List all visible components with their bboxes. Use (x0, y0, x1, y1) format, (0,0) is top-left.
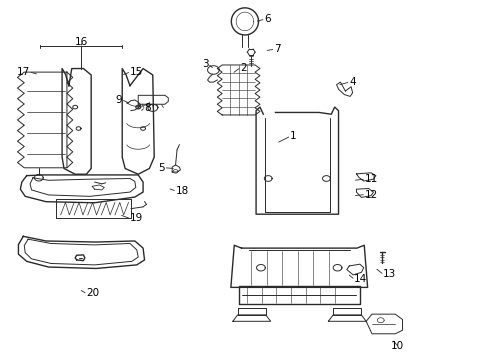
Text: 9: 9 (115, 95, 122, 105)
Text: 14: 14 (353, 274, 366, 284)
Text: 4: 4 (348, 77, 355, 87)
Text: 20: 20 (86, 288, 99, 298)
Text: 19: 19 (130, 213, 143, 223)
Text: 8: 8 (144, 103, 151, 113)
Text: 10: 10 (390, 341, 404, 351)
Text: 1: 1 (289, 131, 296, 141)
Text: 2: 2 (240, 63, 246, 73)
Text: 12: 12 (364, 190, 377, 200)
Polygon shape (136, 105, 140, 109)
Text: 11: 11 (364, 174, 377, 184)
Text: 18: 18 (175, 186, 188, 196)
Text: 5: 5 (158, 163, 165, 173)
Text: 7: 7 (273, 44, 280, 54)
Text: 13: 13 (382, 269, 395, 279)
Text: 15: 15 (130, 67, 143, 77)
Text: 16: 16 (75, 37, 88, 47)
Text: 6: 6 (264, 14, 271, 24)
Text: 3: 3 (201, 59, 208, 69)
Text: 17: 17 (17, 67, 30, 77)
